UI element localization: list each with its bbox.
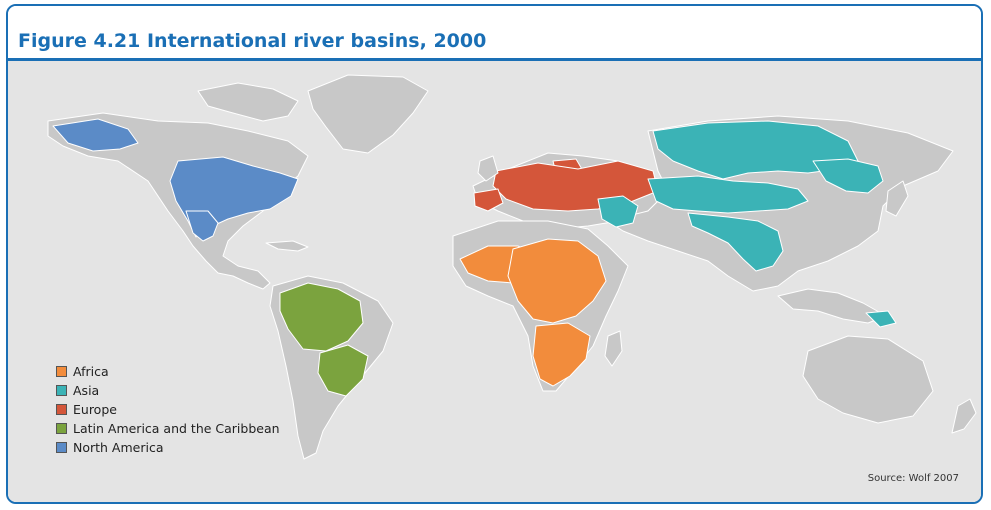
legend-label-asia: Asia xyxy=(73,383,100,398)
legend-label-latin-america: Latin America and the Caribbean xyxy=(73,421,280,436)
land-japan xyxy=(885,180,909,217)
legend-swatch-latin-america xyxy=(56,423,67,434)
legend-item-asia: Asia xyxy=(56,381,280,400)
basin-north-america-alaska xyxy=(52,118,139,152)
basin-asia-central xyxy=(647,175,809,214)
basin-latin-america-la-plata xyxy=(317,344,369,397)
map-area: Africa Asia Europe Latin America and the… xyxy=(8,61,981,502)
basin-africa-south xyxy=(532,322,591,387)
legend-item-latin-america: Latin America and the Caribbean xyxy=(56,419,280,438)
legend-label-north-america: North America xyxy=(73,440,164,455)
legend: Africa Asia Europe Latin America and the… xyxy=(56,362,280,457)
land-australia xyxy=(802,335,934,424)
legend-item-north-america: North America xyxy=(56,438,280,457)
basin-europe-iberia xyxy=(473,188,504,212)
basin-asia-middle-east xyxy=(597,195,639,228)
world-map xyxy=(47,74,977,460)
legend-label-europe: Europe xyxy=(73,402,117,417)
land-madagascar xyxy=(604,330,623,367)
legend-swatch-asia xyxy=(56,385,67,396)
basin-africa-nile-congo xyxy=(507,238,607,324)
land-southeast-asia-islands xyxy=(777,288,887,324)
title-bar: Figure 4.21 International river basins, … xyxy=(8,6,981,61)
legend-label-africa: Africa xyxy=(73,364,109,379)
figure-frame: Figure 4.21 International river basins, … xyxy=(6,4,983,504)
land-new-zealand xyxy=(951,398,977,434)
basin-asia-amur xyxy=(812,158,884,194)
legend-swatch-europe xyxy=(56,404,67,415)
basin-asia-siberia xyxy=(652,120,859,180)
figure-title: Figure 4.21 International river basins, … xyxy=(18,30,487,52)
basin-north-america-rio-grande xyxy=(185,210,219,242)
basin-asia-south xyxy=(687,212,784,272)
land-arctic-islands xyxy=(197,82,299,122)
legend-swatch-africa xyxy=(56,366,67,377)
land-greenland xyxy=(307,74,429,154)
land-uk xyxy=(477,155,499,182)
legend-item-europe: Europe xyxy=(56,400,280,419)
land-caribbean xyxy=(265,240,309,252)
legend-item-africa: Africa xyxy=(56,362,280,381)
basin-latin-america-amazon xyxy=(279,282,364,352)
source-note: Source: Wolf 2007 xyxy=(867,473,959,484)
legend-swatch-north-america xyxy=(56,442,67,453)
basin-asia-new-guinea xyxy=(865,310,897,328)
